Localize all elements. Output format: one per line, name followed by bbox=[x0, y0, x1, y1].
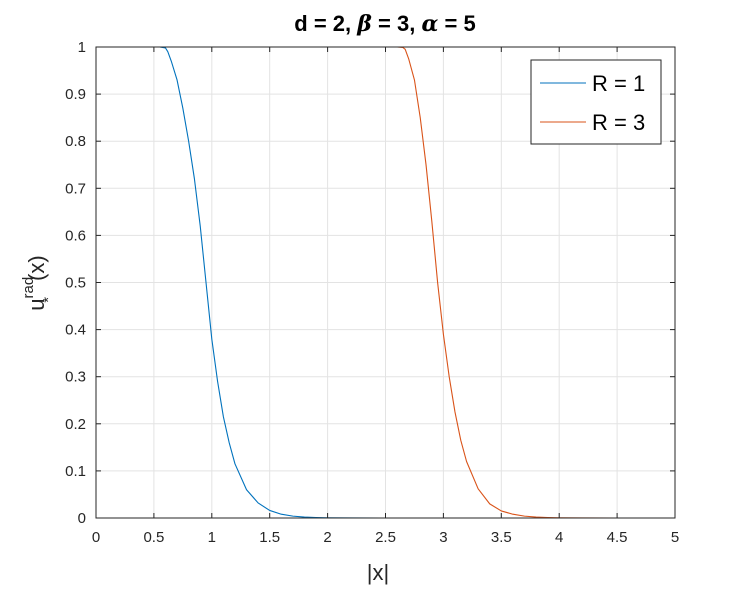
legend-label-r3: R = 3 bbox=[592, 110, 645, 135]
y-tick-label: 0.8 bbox=[65, 133, 86, 150]
x-tick-label: 1.5 bbox=[259, 529, 280, 546]
x-tick-label: 2 bbox=[323, 529, 331, 546]
y-tick-label: 0.9 bbox=[65, 86, 86, 103]
series-line-2 bbox=[96, 46, 675, 519]
y-tick-label: 1 bbox=[78, 39, 86, 56]
ticks bbox=[95, 46, 676, 519]
y-tick-label: 0.7 bbox=[65, 180, 86, 197]
x-tick-label: 5 bbox=[671, 529, 679, 546]
y-tick-label: 0.3 bbox=[65, 369, 86, 386]
x-axis-label: |x| bbox=[367, 560, 389, 585]
title-part-3: = 5 bbox=[438, 11, 475, 36]
y-tick-label: 0.6 bbox=[65, 227, 86, 244]
x-tick-label: 4 bbox=[555, 529, 563, 546]
y-label-superscript: rad bbox=[20, 277, 37, 299]
x-tick-label: 0.5 bbox=[143, 529, 164, 546]
title-alpha: α bbox=[421, 11, 438, 37]
legend-label-r1: R = 1 bbox=[592, 71, 645, 96]
y-label-arg: (x) bbox=[24, 255, 49, 281]
x-tick-label: 2.5 bbox=[375, 529, 396, 546]
y-tick-label: 0.5 bbox=[65, 275, 86, 292]
x-tick-label: 3.5 bbox=[491, 529, 512, 546]
x-tick-label: 0 bbox=[92, 529, 100, 546]
y-tick-label: 0.1 bbox=[65, 463, 86, 480]
x-tick-label: 1 bbox=[208, 529, 216, 546]
x-tick-label: 4.5 bbox=[607, 529, 628, 546]
chart-title: d = 2, β = 3, α = 5 bbox=[294, 11, 475, 37]
y-label-base: u bbox=[24, 298, 49, 310]
tick-labels: 0 0.5 1 1.5 2 2.5 3 3.5 4 4.5 5 0 0.1 0.2 0.3 0.4 0.5 0.6… bbox=[65, 39, 679, 546]
y-label-subscript: * bbox=[40, 297, 57, 303]
legend-box bbox=[530, 59, 662, 145]
y-axis-label: urad* (x) bbox=[20, 255, 57, 310]
title-part-2: = 3, bbox=[372, 11, 422, 36]
y-tick-label: 0.2 bbox=[65, 416, 86, 433]
x-tick-label: 3 bbox=[439, 529, 447, 546]
legend: R = 1 R = 3 bbox=[530, 59, 662, 145]
y-tick-label: 0 bbox=[78, 510, 86, 527]
y-tick-label: 0.4 bbox=[65, 322, 86, 339]
title-part-1: d = 2, bbox=[294, 11, 357, 36]
title-beta: β bbox=[356, 11, 372, 37]
